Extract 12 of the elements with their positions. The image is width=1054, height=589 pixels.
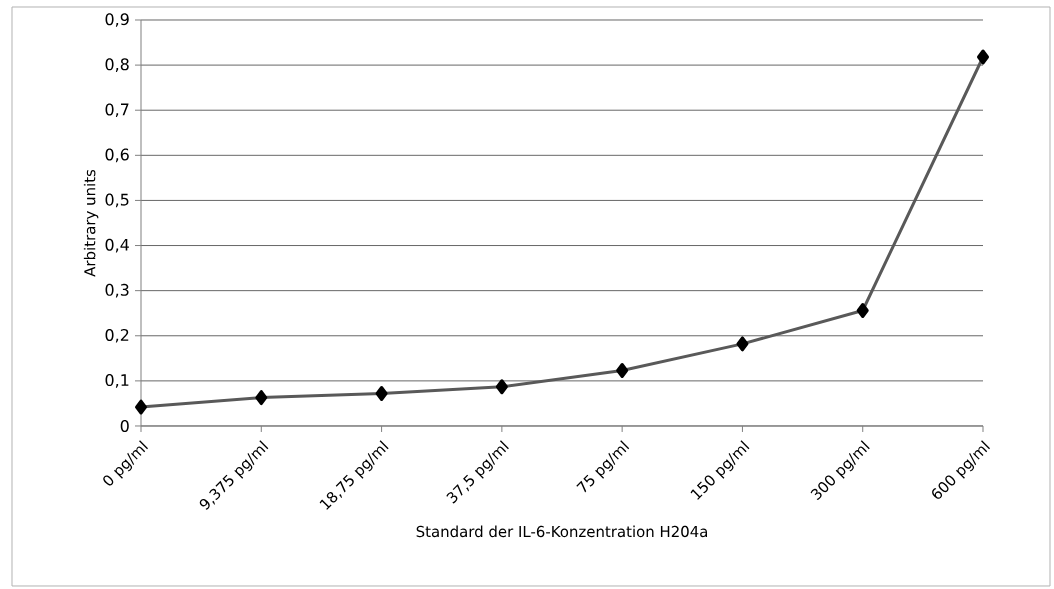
- y-tick-label: 0,7: [105, 103, 129, 118]
- y-tick-label: 0,6: [105, 148, 129, 163]
- y-tick-label: 0,9: [105, 13, 129, 27]
- y-tick-label: 0,8: [105, 58, 129, 72]
- y-tick-label: 0,4: [105, 238, 129, 253]
- x-axis-title: Standard der IL-6-Konzentration H204a: [416, 525, 708, 538]
- y-tick-label: 0: [120, 419, 129, 433]
- y-tick-label: 0,1: [105, 374, 129, 388]
- y-tick-label: 0,2: [105, 328, 129, 343]
- y-tick-label: 0,5: [105, 193, 129, 208]
- y-tick-label: 0,3: [105, 283, 129, 298]
- y-axis-title: Arbitrary units: [83, 169, 99, 277]
